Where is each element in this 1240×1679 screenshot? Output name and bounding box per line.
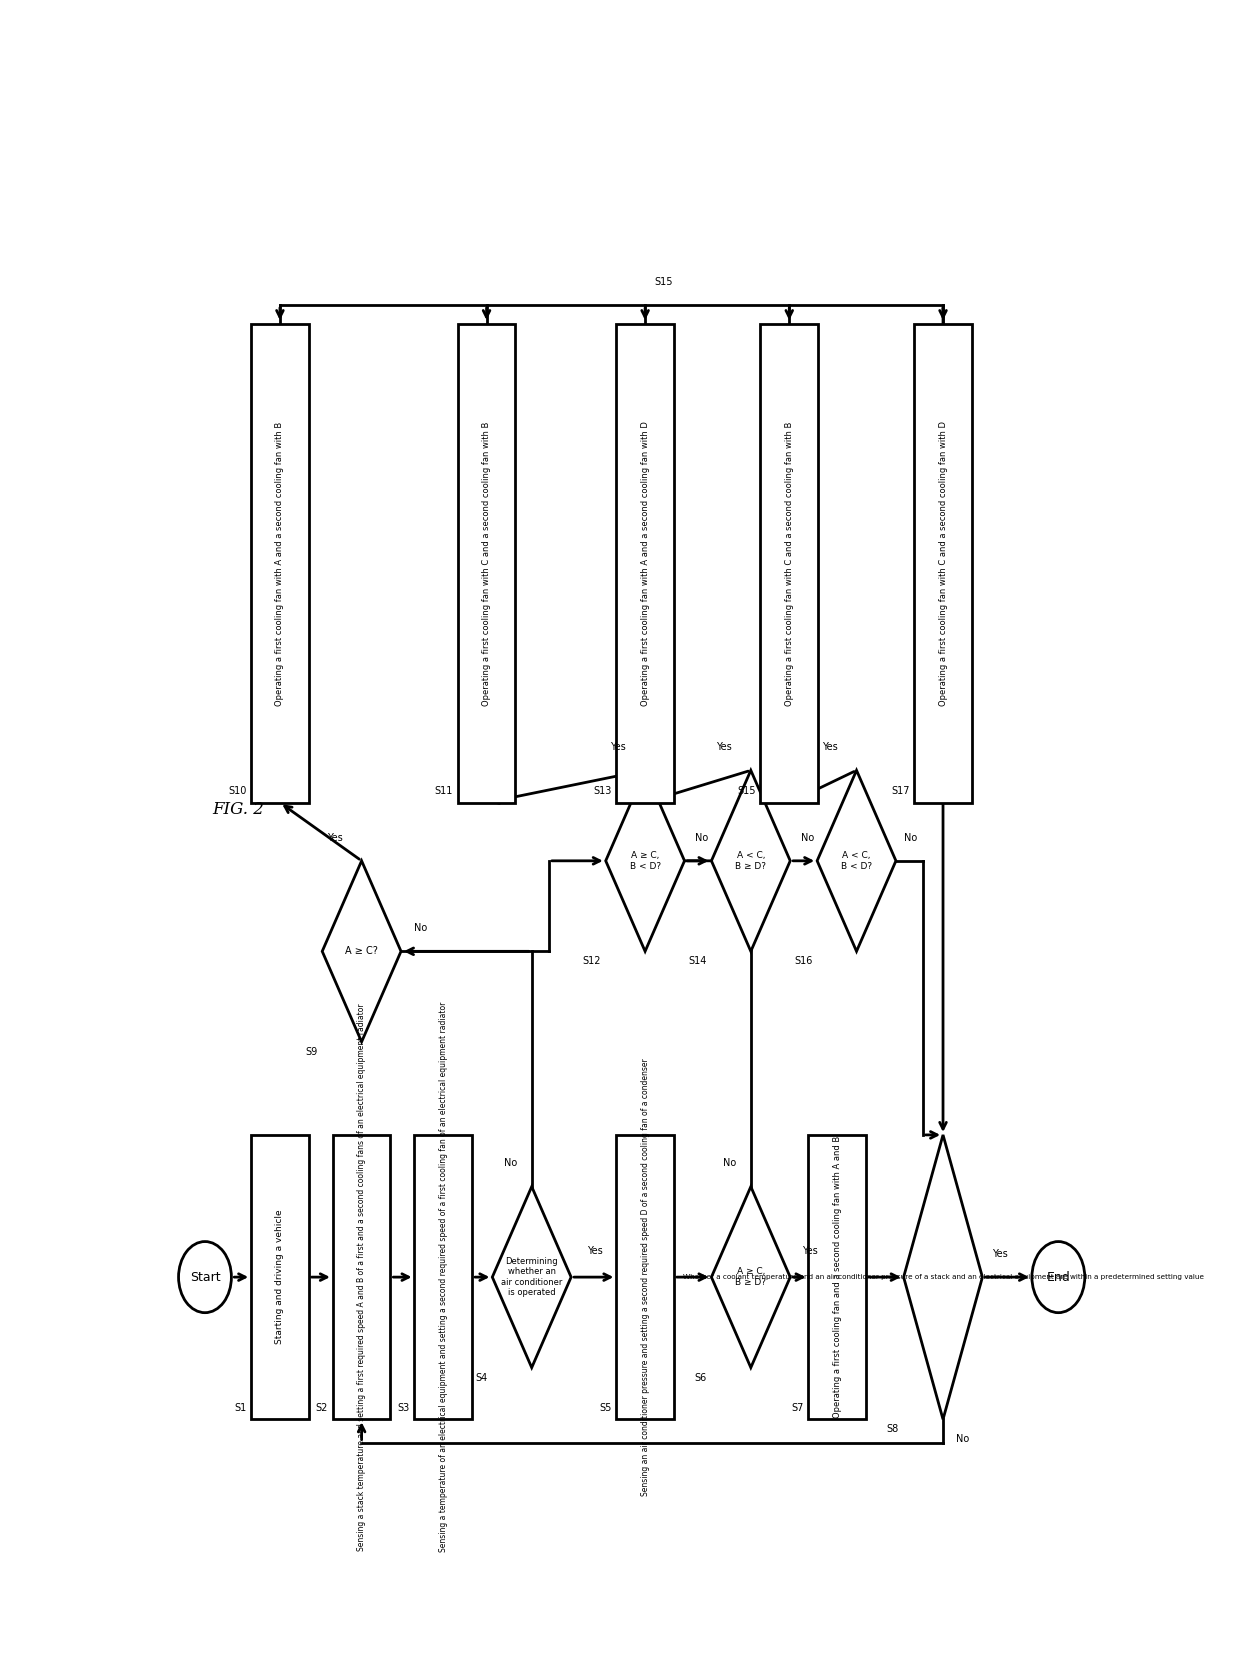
Text: A < C,
B < D?: A < C, B < D? — [841, 851, 872, 870]
Polygon shape — [712, 1187, 790, 1368]
Polygon shape — [492, 1187, 572, 1368]
Text: Yes: Yes — [327, 833, 342, 843]
Text: S4: S4 — [475, 1373, 487, 1383]
FancyBboxPatch shape — [332, 1135, 391, 1419]
FancyBboxPatch shape — [914, 324, 972, 803]
Text: Yes: Yes — [822, 742, 837, 752]
Text: Yes: Yes — [801, 1246, 817, 1256]
FancyBboxPatch shape — [250, 324, 309, 803]
FancyBboxPatch shape — [760, 324, 818, 803]
Text: S5: S5 — [599, 1404, 611, 1412]
Text: Operating a first cooling fan with A and a second cooling fan with B: Operating a first cooling fan with A and… — [275, 421, 284, 705]
Text: S17: S17 — [890, 786, 909, 796]
Ellipse shape — [179, 1241, 232, 1313]
Text: S8: S8 — [887, 1424, 899, 1434]
Text: Operating a first cooling fan with C and a second cooling fan with D: Operating a first cooling fan with C and… — [939, 421, 947, 705]
Text: Operating a first cooling fan with C and a second cooling fan with B: Operating a first cooling fan with C and… — [482, 421, 491, 705]
Text: Whether a coolant temperature and an air conditioner pressure of a stack and an : Whether a coolant temperature and an air… — [682, 1274, 1204, 1279]
Text: No: No — [414, 923, 427, 934]
Text: A ≥ C?: A ≥ C? — [345, 947, 378, 957]
Text: S9: S9 — [305, 1048, 317, 1058]
Text: S13: S13 — [593, 786, 611, 796]
Text: S15: S15 — [655, 277, 673, 287]
FancyBboxPatch shape — [250, 1135, 309, 1419]
Text: Sensing an air conditioner pressure and setting a second required speed D of a s: Sensing an air conditioner pressure and … — [641, 1058, 650, 1496]
Text: Operating a first cooling fan and a second cooling fan with A and B: Operating a first cooling fan and a seco… — [833, 1137, 842, 1419]
Text: Starting and driving a vehicle: Starting and driving a vehicle — [275, 1211, 284, 1345]
Text: S14: S14 — [688, 957, 707, 967]
Text: Operating a first cooling fan with C and a second cooling fan with B: Operating a first cooling fan with C and… — [785, 421, 794, 705]
Text: S16: S16 — [794, 957, 812, 967]
Text: No: No — [503, 1159, 517, 1169]
FancyBboxPatch shape — [808, 1135, 866, 1419]
Polygon shape — [712, 771, 790, 952]
Text: Yes: Yes — [992, 1249, 1008, 1259]
Text: Yes: Yes — [715, 742, 732, 752]
Polygon shape — [817, 771, 897, 952]
Polygon shape — [605, 771, 684, 952]
Text: S6: S6 — [694, 1373, 707, 1383]
Text: S1: S1 — [234, 1404, 247, 1412]
Text: S2: S2 — [316, 1404, 327, 1412]
Ellipse shape — [1032, 1241, 1085, 1313]
Text: Determining
whether an
air conditioner
is operated: Determining whether an air conditioner i… — [501, 1258, 563, 1298]
Text: No: No — [904, 833, 916, 843]
FancyBboxPatch shape — [414, 1135, 472, 1419]
FancyBboxPatch shape — [616, 324, 675, 803]
Text: S11: S11 — [434, 786, 453, 796]
Text: Sensing a temperature of an electrical equipment and setting a second required s: Sensing a temperature of an electrical e… — [439, 1002, 448, 1553]
Polygon shape — [904, 1135, 982, 1419]
Text: Start: Start — [190, 1271, 221, 1284]
Text: No: No — [801, 833, 815, 843]
FancyBboxPatch shape — [458, 324, 516, 803]
Polygon shape — [322, 861, 401, 1041]
Text: A ≥ C,
B ≥ D?: A ≥ C, B ≥ D? — [735, 1268, 766, 1286]
Text: Operating a first cooling fan with A and a second cooling fan with D: Operating a first cooling fan with A and… — [641, 421, 650, 705]
Text: A ≥ C,
B < D?: A ≥ C, B < D? — [630, 851, 661, 870]
Text: S15: S15 — [737, 786, 755, 796]
Text: S3: S3 — [397, 1404, 409, 1412]
FancyBboxPatch shape — [616, 1135, 675, 1419]
Text: A < C,
B ≥ D?: A < C, B ≥ D? — [735, 851, 766, 870]
Text: S10: S10 — [228, 786, 247, 796]
Text: Sensing a stack temperature and setting a first required speed A and B of a firs: Sensing a stack temperature and setting … — [357, 1004, 366, 1551]
Text: Yes: Yes — [588, 1246, 603, 1256]
Text: FIG. 2: FIG. 2 — [213, 801, 264, 818]
Text: S12: S12 — [583, 957, 601, 967]
Text: S7: S7 — [791, 1404, 804, 1412]
Text: No: No — [723, 1159, 737, 1169]
Text: No: No — [696, 833, 708, 843]
Text: End: End — [1047, 1271, 1070, 1284]
Text: Yes: Yes — [610, 742, 626, 752]
Text: No: No — [956, 1434, 968, 1444]
